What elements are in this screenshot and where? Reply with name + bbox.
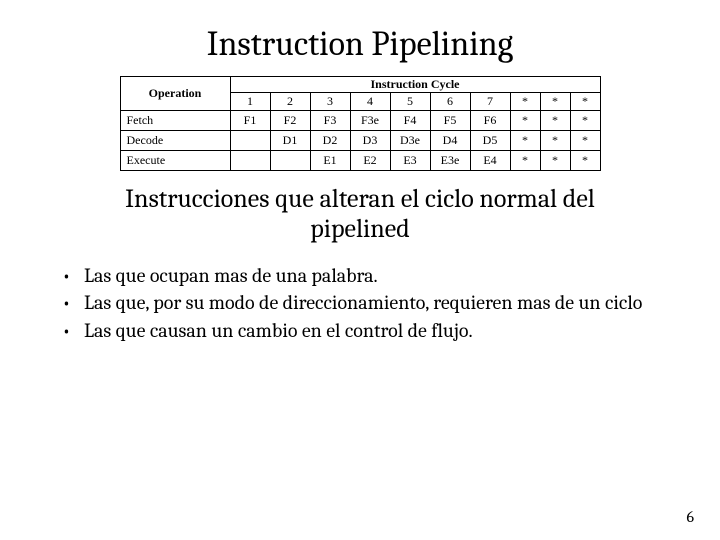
cell: D3 — [350, 131, 390, 151]
cell: F1 — [230, 111, 270, 131]
col-num: 1 — [230, 93, 270, 111]
table-row: Execute E1 E2 E3 E3e E4 * * * — [120, 151, 600, 171]
table-header-row-1: Operation Instruction Cycle — [120, 77, 600, 93]
subtitle-line1: Instrucciones que alteran el ciclo norma… — [125, 184, 595, 214]
bullet-list: Las que ocupan mas de una palabra. Las q… — [50, 263, 670, 344]
col-star: * — [510, 93, 540, 111]
page-title: Instruction Pipelining — [50, 24, 670, 64]
slide: Instruction Pipelining Operation Instruc… — [0, 0, 720, 540]
list-item: Las que causan un cambio en el control d… — [60, 318, 670, 344]
pipeline-table: Operation Instruction Cycle 1 2 3 4 5 6 … — [120, 76, 601, 171]
col-num: 2 — [270, 93, 310, 111]
col-num: 6 — [430, 93, 470, 111]
col-num: 7 — [470, 93, 510, 111]
cell: D5 — [470, 131, 510, 151]
cell: * — [570, 151, 600, 171]
cell: * — [510, 131, 540, 151]
row-label: Decode — [120, 131, 230, 151]
cell — [230, 151, 270, 171]
pipeline-table-container: Operation Instruction Cycle 1 2 3 4 5 6 … — [50, 76, 670, 171]
cell: * — [510, 111, 540, 131]
col-num: 5 — [390, 93, 430, 111]
col-star: * — [570, 93, 600, 111]
col-star: * — [540, 93, 570, 111]
subtitle: Instrucciones que alteran el ciclo norma… — [50, 185, 670, 245]
cell: D2 — [310, 131, 350, 151]
cell: E1 — [310, 151, 350, 171]
table-row: Fetch F1 F2 F3 F3e F4 F5 F6 * * * — [120, 111, 600, 131]
cell: * — [510, 151, 540, 171]
row-label: Fetch — [120, 111, 230, 131]
operation-header: Operation — [120, 77, 230, 111]
cell: F2 — [270, 111, 310, 131]
cell: F3 — [310, 111, 350, 131]
cell: * — [570, 111, 600, 131]
page-number: 6 — [686, 508, 694, 526]
cell: E2 — [350, 151, 390, 171]
cell: D4 — [430, 131, 470, 151]
cell: D3e — [390, 131, 430, 151]
cell: F5 — [430, 111, 470, 131]
cell: * — [540, 111, 570, 131]
cell: * — [570, 131, 600, 151]
cell: F6 — [470, 111, 510, 131]
row-label: Execute — [120, 151, 230, 171]
cell: E4 — [470, 151, 510, 171]
cell: * — [540, 151, 570, 171]
list-item: Las que ocupan mas de una palabra. — [60, 263, 670, 289]
cell: D1 — [270, 131, 310, 151]
cell: E3 — [390, 151, 430, 171]
subtitle-line2: pipelined — [310, 214, 409, 244]
list-item: Las que, por su modo de direccionamiento… — [60, 290, 670, 316]
cell — [230, 131, 270, 151]
col-num: 4 — [350, 93, 390, 111]
table-row: Decode D1 D2 D3 D3e D4 D5 * * * — [120, 131, 600, 151]
cell: * — [540, 131, 570, 151]
cycle-header: Instruction Cycle — [230, 77, 600, 93]
cell: E3e — [430, 151, 470, 171]
col-num: 3 — [310, 93, 350, 111]
cell: F4 — [390, 111, 430, 131]
cell: F3e — [350, 111, 390, 131]
cell — [270, 151, 310, 171]
